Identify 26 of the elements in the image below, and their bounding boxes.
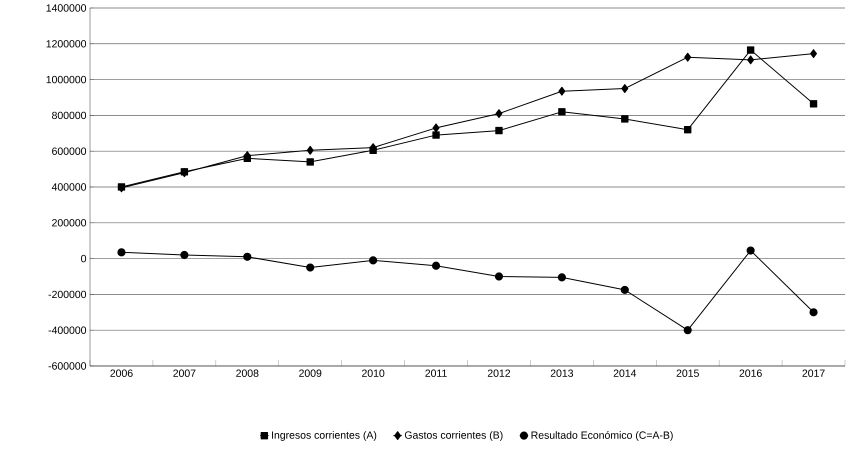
y-tick-label: -200000: [48, 290, 86, 298]
legend-label: Gastos corrientes (B): [404, 431, 503, 441]
y-tick-label: 400000: [52, 183, 86, 191]
x-tick-label: 2016: [740, 370, 762, 377]
y-tick-label: -600000: [48, 362, 86, 370]
y-tick-label: 1400000: [46, 4, 86, 12]
y-tick-label: 200000: [52, 219, 86, 226]
y-tick-label: 0: [81, 254, 86, 262]
y-tick-label: 1200000: [46, 40, 86, 48]
y-tick-label: 600000: [52, 147, 86, 155]
y-tick-label: 1000000: [46, 76, 86, 84]
x-tick-label: 2011: [425, 370, 447, 377]
y-tick-label: 800000: [52, 112, 86, 120]
x-tick-label: 2009: [299, 370, 322, 377]
legend-label: Ingresos corrientes (A): [272, 431, 376, 441]
x-tick-label: 2017: [802, 370, 825, 377]
x-tick-label: 2008: [236, 370, 258, 377]
x-tick-label: 2006: [110, 370, 133, 377]
x-tick-label: 2014: [614, 370, 636, 377]
x-tick-label: 2012: [488, 370, 510, 377]
y-tick-label: -400000: [48, 326, 86, 334]
x-tick-label: 2013: [550, 370, 574, 377]
x-tick-label: 2015: [676, 370, 699, 377]
x-tick-label: 2007: [173, 370, 196, 377]
legend-label: Resultado Económico (C=A-B): [532, 431, 673, 441]
x-tick-label: 2010: [362, 370, 384, 377]
